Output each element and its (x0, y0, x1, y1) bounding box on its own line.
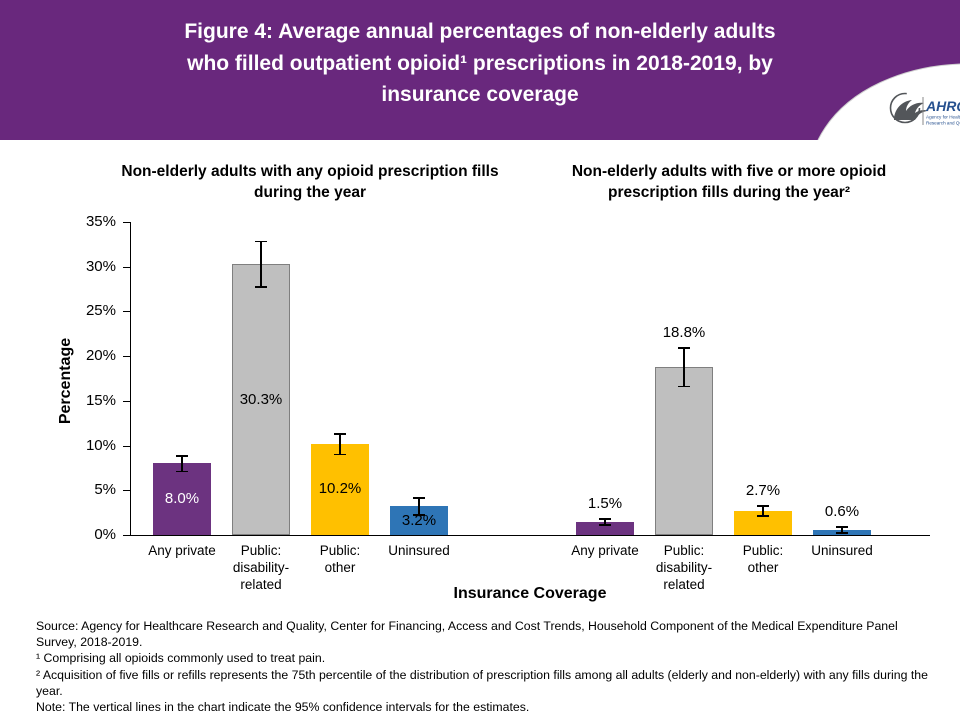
y-tick-mark (123, 535, 130, 536)
error-bar-cap-bottom (757, 515, 769, 517)
y-tick-mark (123, 490, 130, 492)
source-note: Source: Agency for Healthcare Research a… (36, 619, 898, 650)
error-bar (418, 497, 420, 516)
bar (153, 463, 211, 535)
y-tick-label: 0% (94, 526, 116, 543)
bar (655, 366, 713, 535)
bar-value-label: 8.0% (164, 490, 200, 508)
ahrq-tagline-line-1: Agency for Healthcare (926, 115, 960, 120)
error-bar-cap-bottom (413, 514, 425, 516)
y-tick-mark (123, 445, 130, 447)
category-label: Uninsured (811, 543, 873, 558)
figure-title-line-3: insurance coverage (381, 83, 579, 106)
y-tick-label: 10% (85, 436, 116, 454)
y-tick-mark (123, 222, 130, 223)
footnote-2: ² Acquisition of five fills or refills r… (36, 667, 928, 698)
figure-title-line-1: Figure 4: Average annual percentages of … (184, 20, 776, 43)
x-axis-line (130, 535, 930, 536)
category-label: Any private (571, 543, 639, 558)
category-label: Public: disability-related (232, 543, 290, 592)
bar (311, 443, 369, 535)
general-note: Note: The vertical lines in the chart in… (36, 700, 530, 715)
y-tick-label: 5% (94, 481, 116, 499)
category-label: Public: disability-related (655, 543, 713, 592)
bar-value-label: 18.8% (662, 324, 706, 342)
y-tick-mark (123, 356, 130, 358)
category-label: Uninsured (388, 543, 450, 558)
error-bar-cap-top (176, 455, 188, 457)
category-label: Public: other (319, 543, 361, 575)
error-bar-cap-bottom (599, 524, 611, 526)
error-bar-cap-top (413, 497, 425, 499)
error-bar-cap-top (678, 347, 690, 349)
error-bar (762, 505, 764, 517)
bar-value-label: 2.7% (745, 482, 781, 500)
error-bar-cap-bottom (678, 385, 690, 388)
bar (576, 521, 634, 535)
y-tick-mark (123, 266, 130, 268)
error-bar (260, 240, 262, 288)
ahrq-logo: AHRQ Agency for Healthcare Research and … (817, 63, 960, 140)
error-bar (181, 455, 183, 472)
error-bar (339, 433, 341, 455)
error-bar-cap-bottom (176, 470, 188, 472)
footnote-1: ¹ Comprising all opioids commonly used t… (36, 651, 326, 666)
hhs-eagle-icon (889, 92, 929, 124)
figure-title-line-2: who filled outpatient opioid¹ prescripti… (187, 51, 773, 75)
x-axis-label: Insurance Coverage (453, 585, 607, 602)
bar-value-label: 0.6% (824, 503, 860, 521)
error-bar-cap-bottom (255, 286, 267, 288)
ahrq-wordmark: AHRQ (925, 98, 960, 114)
bar-value-label: 1.5% (587, 495, 623, 512)
subchart-title-five-plus-fills: Non-elderly adults with five or more opi… (571, 163, 887, 201)
bar-value-label: 30.3% (239, 390, 283, 408)
error-bar (683, 347, 685, 387)
y-tick-label: 35% (85, 213, 116, 230)
error-bar-cap-top (255, 240, 267, 243)
category-label: Any private (148, 543, 216, 558)
error-bar (841, 526, 843, 534)
y-tick-label: 20% (85, 347, 116, 365)
error-bar-cap-top (334, 433, 346, 435)
bar-value-label: 10.2% (318, 480, 362, 498)
figure-title: Figure 4: Average annual percentages of … (0, 16, 960, 111)
error-bar-cap-top (599, 518, 611, 520)
subchart-title-any-fills: Non-elderly adults with any opioid presc… (121, 163, 499, 201)
y-axis-line (130, 222, 131, 535)
bar (232, 264, 290, 535)
footnotes: Source: Agency for Healthcare Research a… (36, 618, 928, 715)
error-bar-cap-bottom (836, 532, 848, 534)
header-banner: Figure 4: Average annual percentages of … (0, 0, 960, 140)
error-bar-cap-top (836, 526, 848, 528)
error-bar-cap-top (757, 505, 769, 507)
ahrq-tagline-line-2: Research and Quality (926, 121, 960, 126)
y-tick-label: 30% (85, 257, 116, 275)
y-tick-mark (123, 311, 130, 313)
error-bar-cap-bottom (334, 453, 346, 455)
bar-value-label: 3.2% (401, 511, 437, 529)
y-tick-label: 25% (85, 302, 116, 320)
y-tick-mark (123, 400, 130, 402)
error-bar (604, 518, 606, 526)
category-label: Public: other (742, 543, 784, 575)
y-tick-label: 15% (85, 391, 116, 409)
